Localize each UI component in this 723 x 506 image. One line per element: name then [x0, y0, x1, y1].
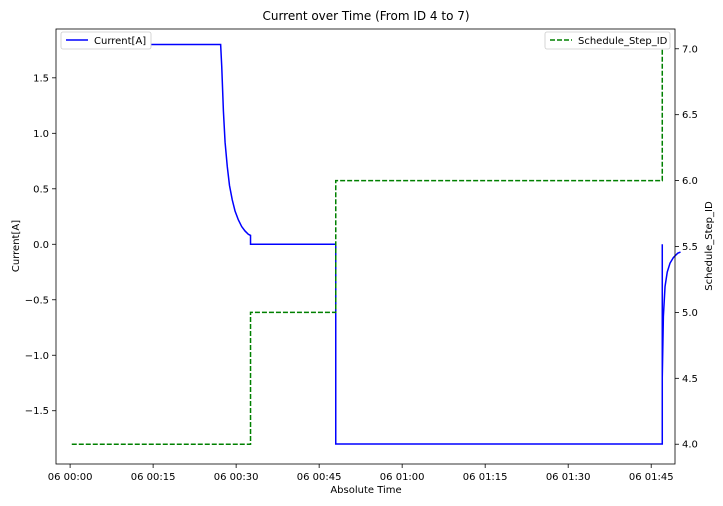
x-tick-label-4: 06 01:00 [380, 472, 425, 483]
left-y-tick-label-1: 1.0 [33, 129, 49, 140]
left-y-axis-label: Current[A] [11, 220, 22, 272]
x-tick-label-3: 06 00:45 [297, 472, 342, 483]
right-y-tick-label-2: 5.0 [682, 308, 698, 319]
x-tick-label-7: 06 01:45 [629, 472, 674, 483]
right-y-tick-label-5: 6.5 [682, 110, 698, 121]
right-y-axis-label: Schedule_Step_ID [704, 201, 715, 291]
legend-right: Schedule_Step_ID [544, 31, 671, 50]
right-y-tick-label-0: 4.0 [682, 440, 698, 451]
series-line-1 [71, 48, 664, 445]
left-y-axis-ticks: 1.5 1.0 0.5 0.0 −0.5 −1.0 −1.5 [25, 73, 56, 417]
series-line-0 [71, 43, 681, 445]
plot-lines [71, 43, 681, 445]
plot-frame [55, 28, 676, 465]
left-y-tick-label-2: 0.5 [33, 184, 49, 195]
right-y-axis-ticks: 4.0 4.5 5.0 5.5 6.0 6.5 7.0 [675, 44, 698, 451]
legend-left: Current[A] [60, 31, 152, 50]
right-y-tick-label-4: 6.0 [682, 176, 698, 187]
right-y-tick-label-1: 4.5 [682, 374, 698, 385]
legend-right-box [544, 31, 671, 50]
left-y-tick-label-6: −1.5 [25, 406, 49, 417]
x-tick-label-6: 06 01:30 [546, 472, 591, 483]
legend-right-label: Schedule_Step_ID [578, 36, 668, 47]
x-axis-ticks: 06 00:00 06 00:15 06 00:30 06 00:45 06 01:00… [48, 464, 674, 483]
x-axis-label: Absolute Time [330, 485, 401, 496]
left-y-tick-label-3: 0.0 [33, 240, 49, 251]
legend-left-box [60, 31, 152, 50]
left-y-tick-label-0: 1.5 [33, 73, 49, 84]
legend-left-label: Current[A] [94, 36, 146, 47]
left-y-tick-label-4: −0.5 [25, 295, 49, 306]
left-y-tick-label-5: −1.0 [25, 351, 49, 362]
right-y-tick-label-6: 7.0 [682, 44, 698, 55]
right-y-tick-label-3: 5.5 [682, 242, 698, 253]
x-tick-label-2: 06 00:30 [214, 472, 259, 483]
x-tick-label-0: 06 00:00 [48, 472, 93, 483]
x-tick-label-5: 06 01:15 [463, 472, 508, 483]
chart-title: Current over Time (From ID 4 to 7) [262, 9, 469, 23]
x-tick-label-1: 06 00:15 [131, 472, 176, 483]
